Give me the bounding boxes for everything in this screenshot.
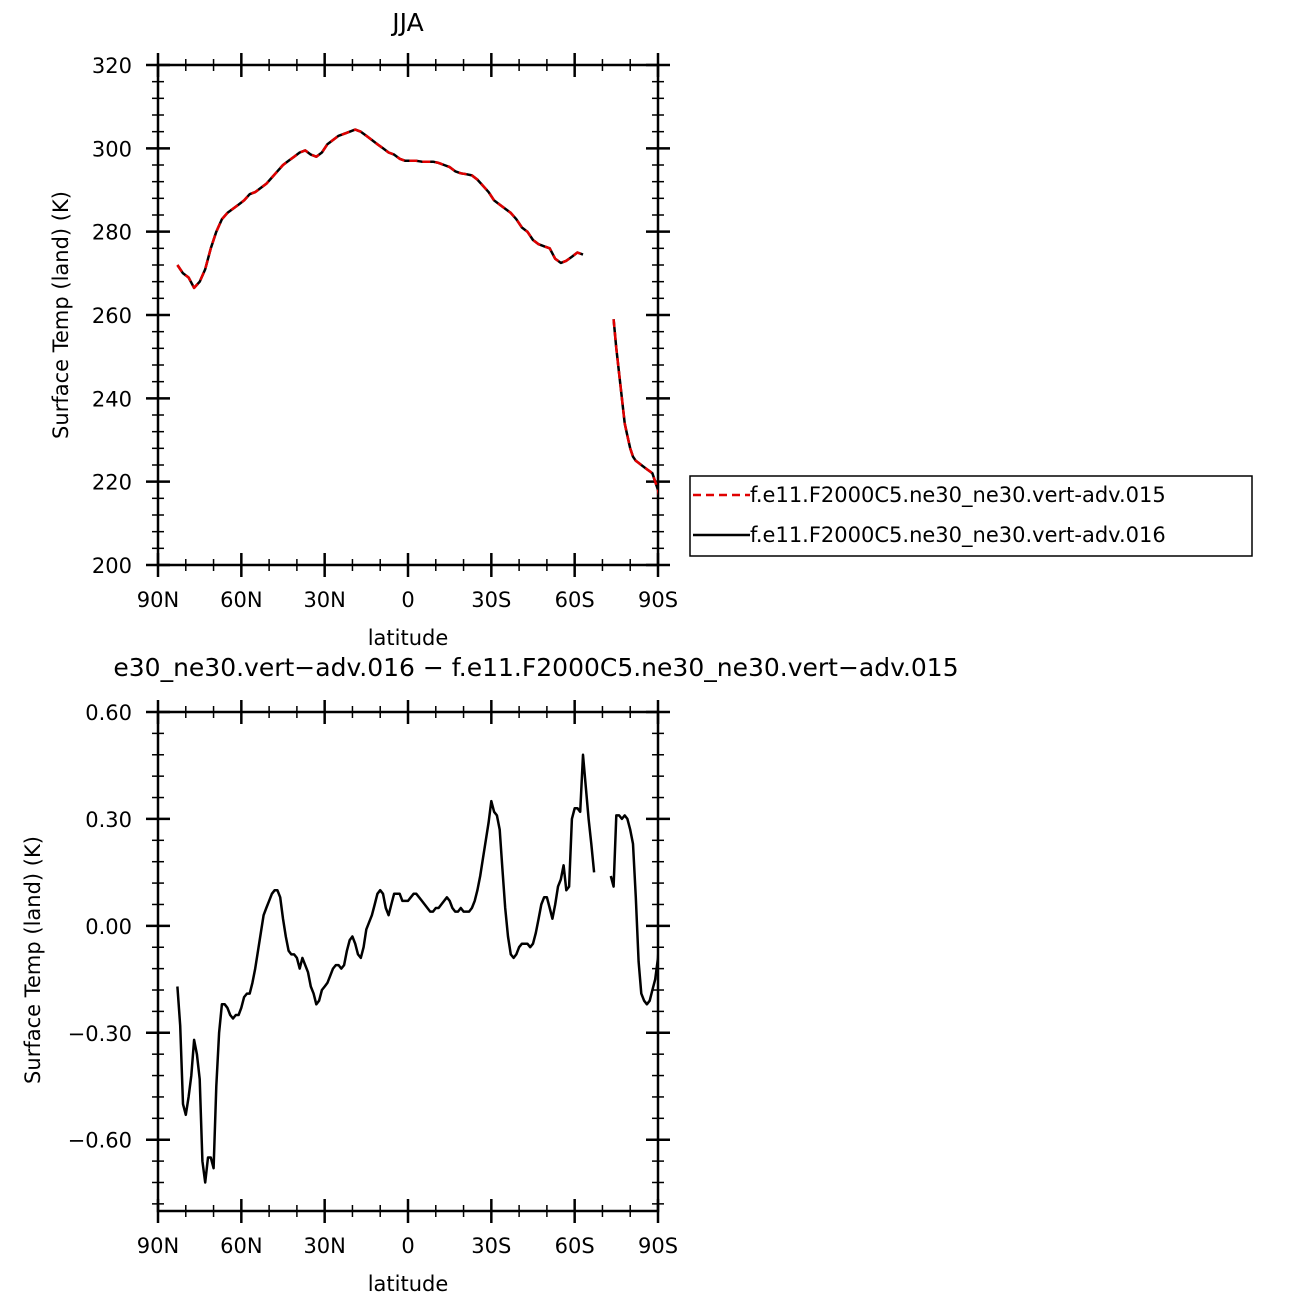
series-line-top-0-segment-0 <box>176 128 584 290</box>
x-tick-label: 60N <box>220 588 262 612</box>
top-y-axis-title: Surface Temp (land) (K) <box>49 191 73 439</box>
y-tick-label: −0.30 <box>68 1022 132 1046</box>
series-line-bot-0-segment-1 <box>609 814 658 1006</box>
y-tick-label: 220 <box>92 471 132 495</box>
y-tick-label: 0.30 <box>85 808 132 832</box>
y-tick-label: 0.60 <box>85 701 132 725</box>
y-tick-label: 0.00 <box>85 915 132 939</box>
y-tick-label: 320 <box>92 54 132 78</box>
x-tick-label: 30N <box>303 588 345 612</box>
x-tick-label: 60S <box>555 1234 595 1258</box>
x-tick-label: 90N <box>137 588 179 612</box>
bottom-panel: e30_ne30.vert−adv.016 − f.e11.F2000C5.ne… <box>21 653 959 1296</box>
x-tick-label: 60N <box>220 1234 262 1258</box>
y-tick-label: 300 <box>92 137 132 161</box>
x-tick-label: 90S <box>638 1234 678 1258</box>
series-line-top-0-segment-1 <box>612 319 658 496</box>
x-tick-label: 90S <box>638 588 678 612</box>
x-tick-label: 90N <box>137 1234 179 1258</box>
series-line-bot-0-segment-0 <box>176 753 596 1184</box>
y-tick-label: 240 <box>92 387 132 411</box>
bottom-chart-title: e30_ne30.vert−adv.016 − f.e11.F2000C5.ne… <box>113 653 958 682</box>
legend: f.e11.F2000C5.ne30_ne30.vert-adv.015 f.e… <box>689 475 1253 557</box>
top-panel: JJA 200 220 240 260 280 300 320 90N 60N 30N 0 30S 6… <box>49 8 678 650</box>
y-tick-label: −0.60 <box>68 1129 132 1153</box>
legend-label-016: f.e11.F2000C5.ne30_ne30.vert-adv.016 <box>750 523 1166 548</box>
bottom-y-axis-title: Surface Temp (land) (K) <box>21 836 45 1084</box>
x-tick-label: 60S <box>555 588 595 612</box>
legend-label-015: f.e11.F2000C5.ne30_ne30.vert-adv.015 <box>750 483 1166 508</box>
x-tick-label: 0 <box>401 588 414 612</box>
y-tick-label: 260 <box>92 304 132 328</box>
x-tick-label: 30N <box>303 1234 345 1258</box>
bottom-x-axis-title: latitude <box>368 1272 449 1296</box>
legend-box <box>689 475 1253 557</box>
x-tick-label: 30S <box>471 1234 511 1258</box>
x-tick-label: 0 <box>401 1234 414 1258</box>
x-tick-label: 30S <box>471 588 511 612</box>
y-tick-label: 200 <box>92 554 132 578</box>
y-tick-label: 280 <box>92 221 132 245</box>
top-chart-title: JJA <box>390 8 423 37</box>
top-x-axis-title: latitude <box>368 626 449 650</box>
